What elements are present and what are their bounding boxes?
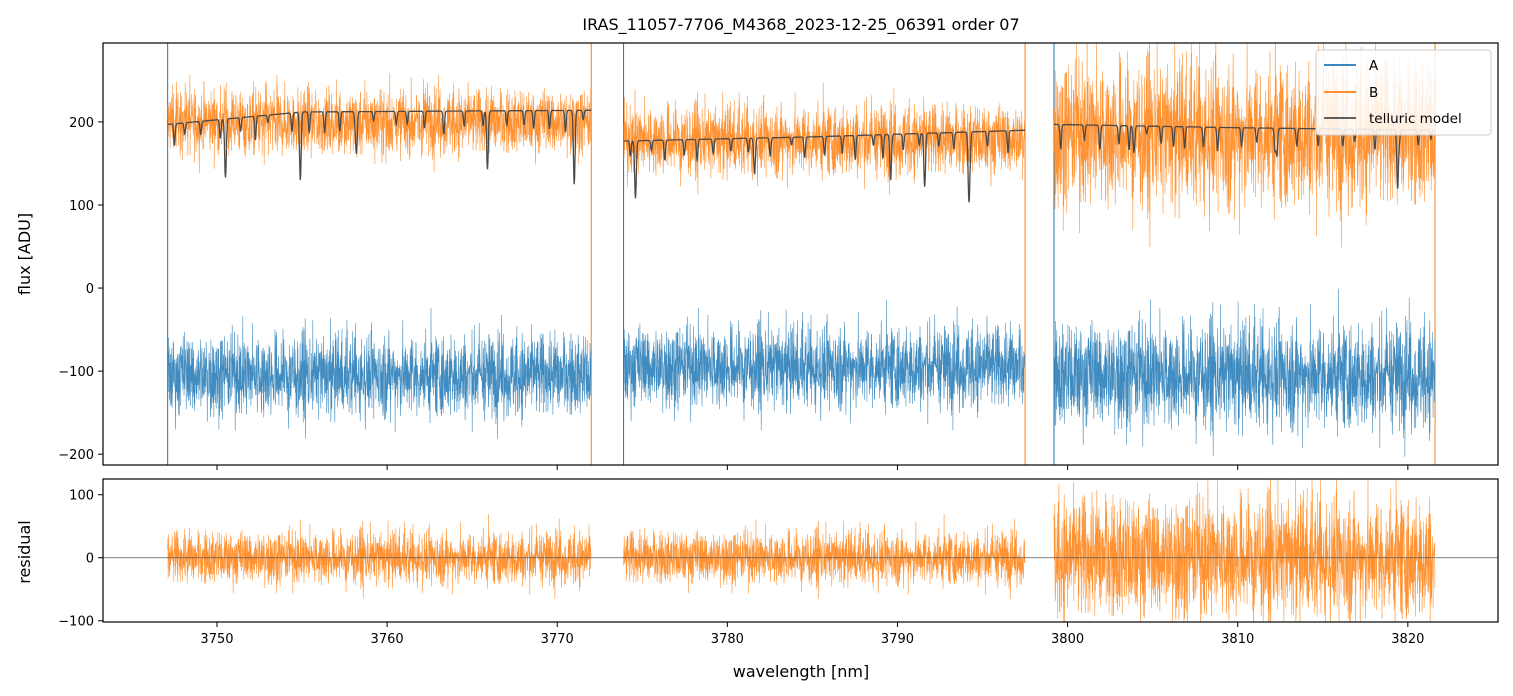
- flux-panel-frame: [102, 42, 1499, 466]
- flux-panel: −200 −100 0 100 200 flux [ADU] A B telluric …: [15, 42, 1499, 470]
- flux-y-tick-label: 100: [69, 199, 94, 214]
- residual-x-tick-label: 3820: [1391, 632, 1424, 647]
- legend-label-b: B: [1369, 85, 1378, 101]
- residual-x-tick-label: 3800: [1051, 632, 1084, 647]
- residual-x-tick-label: 3810: [1221, 632, 1254, 647]
- flux-y-tick-label: 200: [69, 116, 94, 131]
- legend-frame: [1315, 49, 1492, 136]
- residual-x-tick-label: 3770: [541, 632, 574, 647]
- residual-b-line: [167, 479, 1436, 622]
- residual-panel: 3750 3760 3770 3780 3790 3800 3810 3820 −100 0 100…: [15, 478, 1499, 681]
- series-a-line: [167, 288, 1436, 457]
- legend-label-telluric: telluric model: [1369, 111, 1462, 127]
- residual-axis-label: residual: [15, 520, 34, 583]
- residual-y-tick-label: 0: [86, 552, 94, 567]
- chart-title: IRAS_11057-7706_M4368_2023-12-25_06391 o…: [582, 15, 1019, 35]
- residual-y-tick-label: 100: [69, 489, 94, 504]
- residual-y-tick-label: −100: [58, 615, 94, 630]
- legend-label-a: A: [1369, 58, 1379, 74]
- flux-y-tick-label: −200: [58, 448, 94, 463]
- wavelength-axis-label: wavelength [nm]: [733, 662, 870, 681]
- legend: A B telluric model: [1315, 49, 1492, 136]
- residual-x-tick-label: 3790: [881, 632, 914, 647]
- residual-panel-frame: [102, 478, 1499, 623]
- flux-axis-label: flux [ADU]: [15, 213, 34, 295]
- residual-x-tick-label: 3750: [200, 632, 233, 647]
- flux-y-tick-label: −100: [58, 365, 94, 380]
- residual-x-tick-label: 3760: [371, 632, 404, 647]
- residual-x-tick-label: 3780: [711, 632, 744, 647]
- flux-y-tick-label: 0: [86, 282, 94, 297]
